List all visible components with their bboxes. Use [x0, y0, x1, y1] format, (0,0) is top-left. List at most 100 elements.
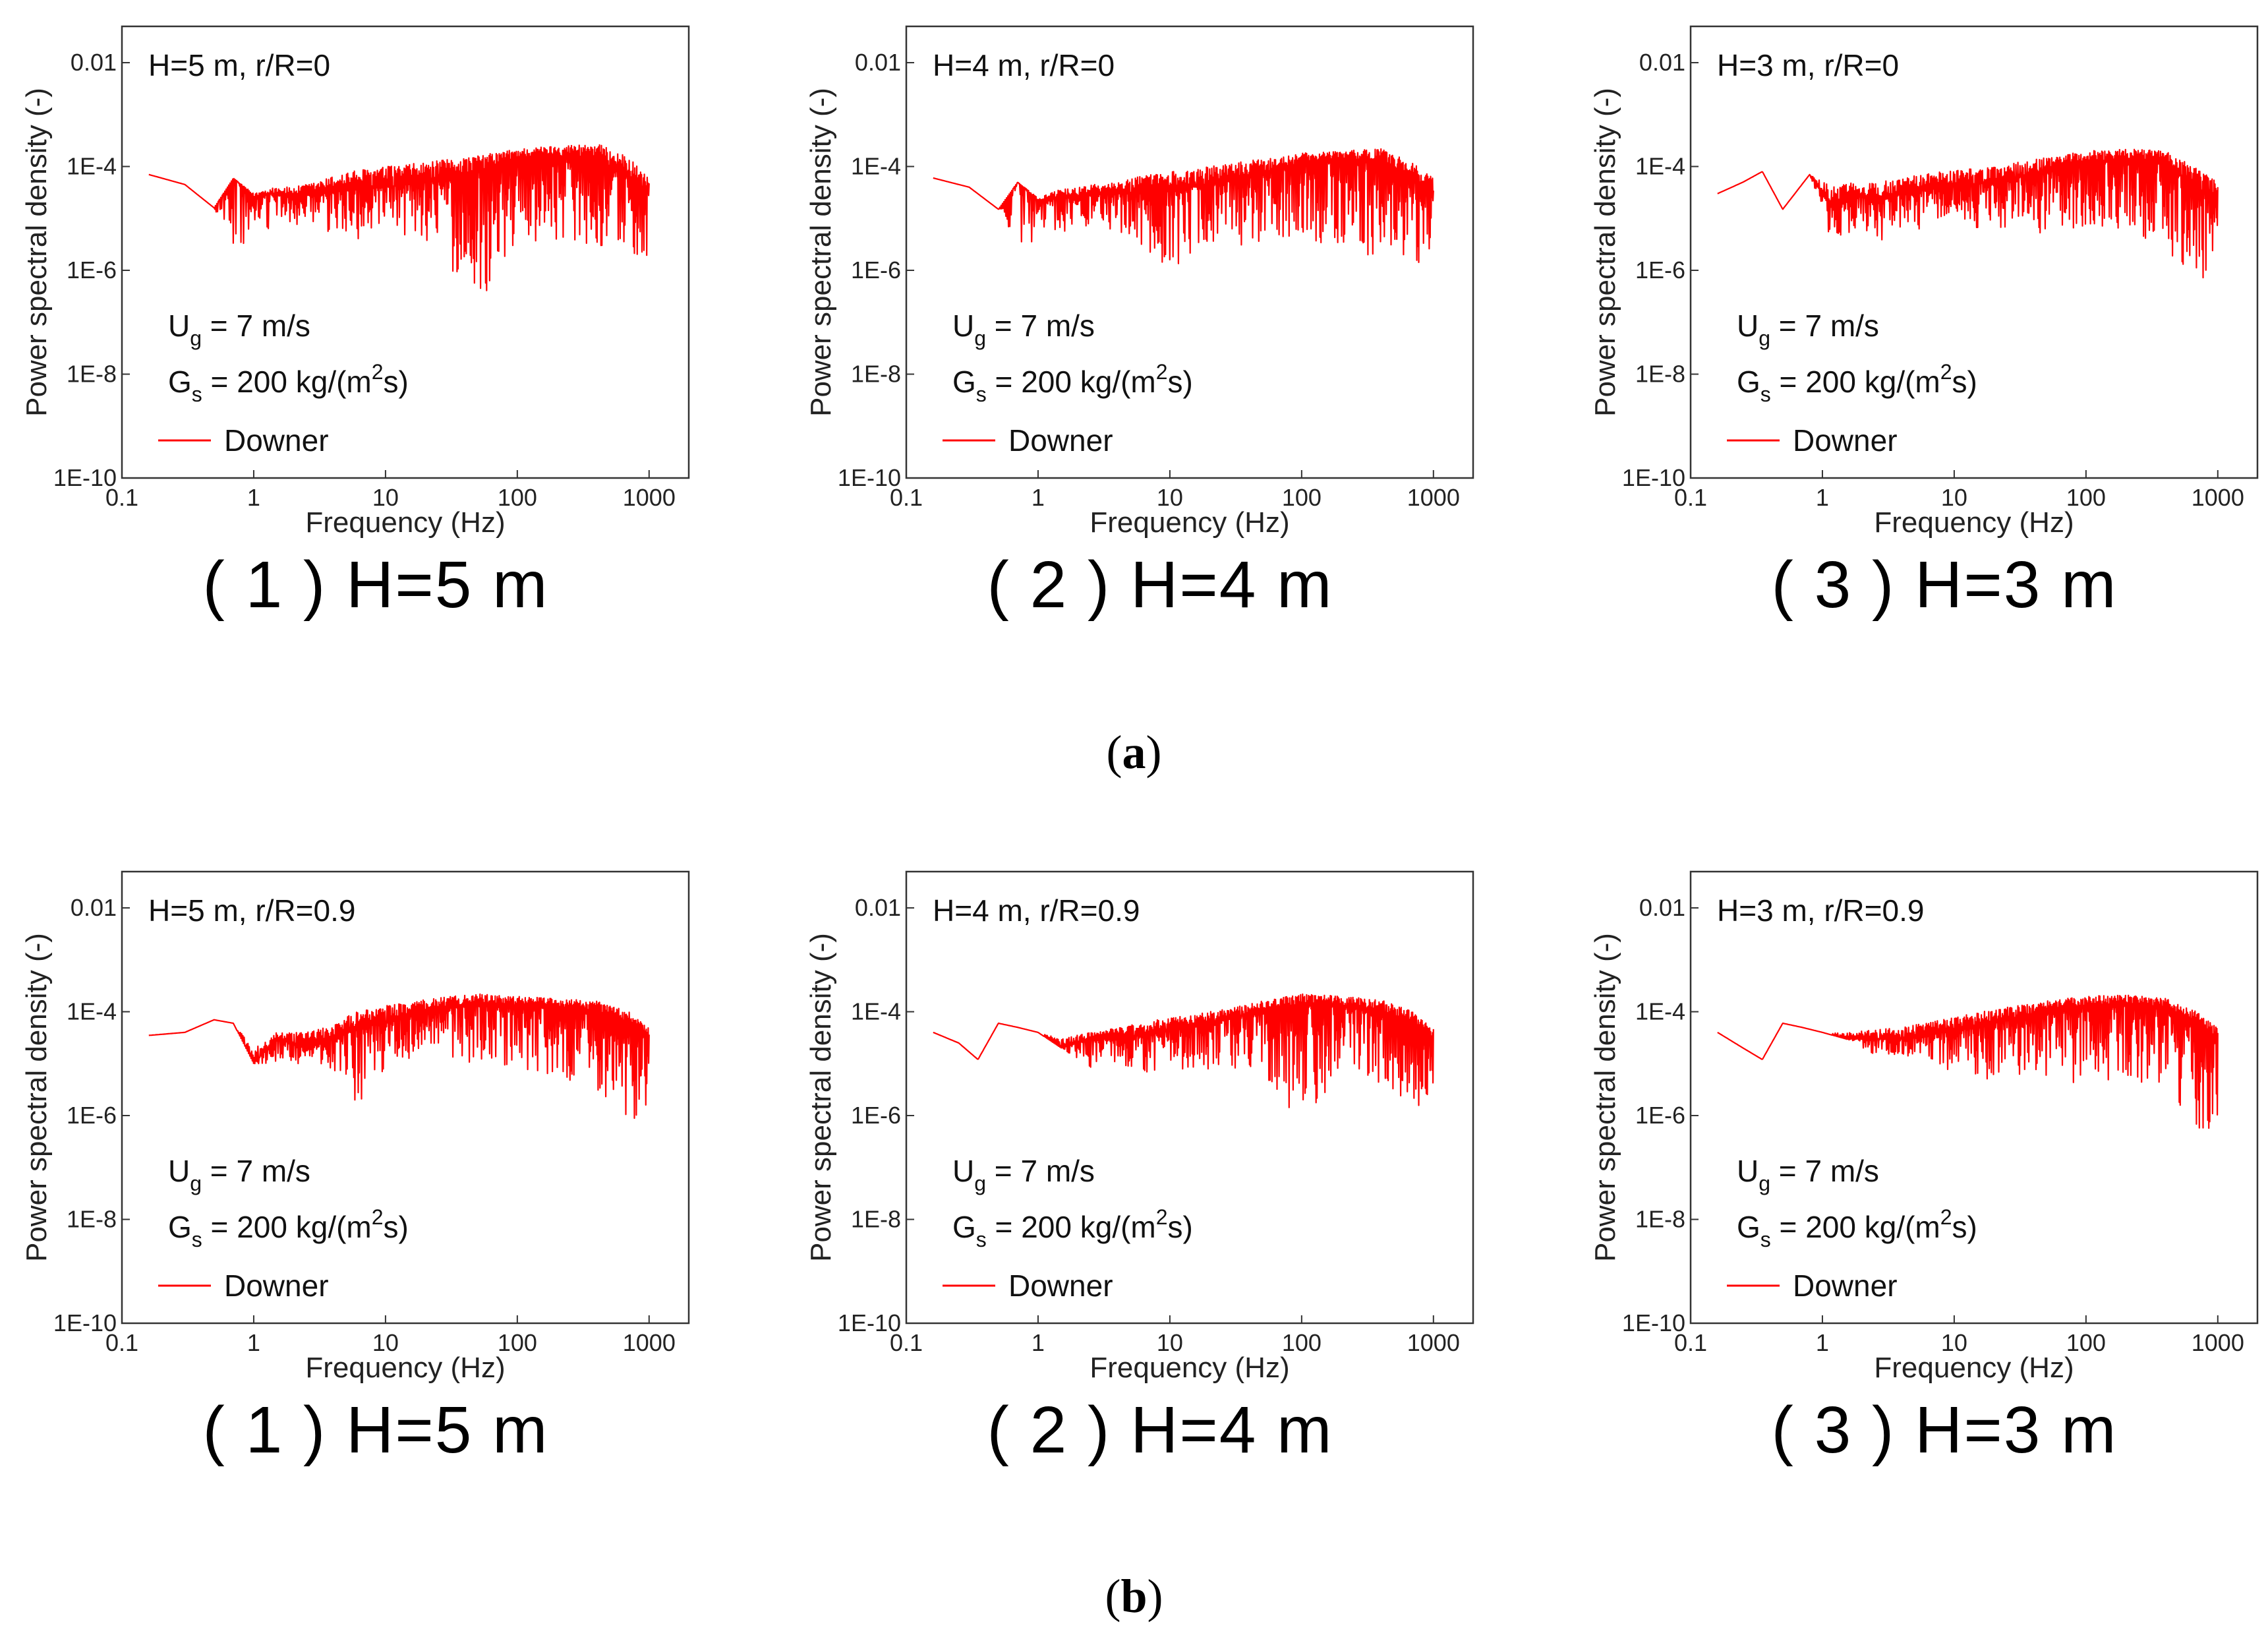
- y-tick-label: 0.01: [855, 894, 901, 921]
- figure-label-b-close: ): [1147, 1570, 1163, 1623]
- x-tick-label: 100: [2066, 1329, 2106, 1356]
- gs-unit: s): [1168, 1210, 1193, 1244]
- x-tick-label: 1000: [1407, 1329, 1460, 1356]
- x-tick-label: 0.1: [890, 484, 923, 511]
- plot-frame: [905, 25, 1474, 479]
- y-tick-label: 1E-10: [1622, 1309, 1685, 1336]
- legend-label: Downer: [1008, 1269, 1113, 1303]
- panel-title: H=5 m, r/R=0.9: [148, 893, 355, 928]
- plot-frame: [905, 870, 1474, 1325]
- gs-subscript: s: [1760, 382, 1771, 406]
- y-tick-label: 1E-6: [1635, 1102, 1685, 1129]
- panel-title: H=3 m, r/R=0: [1717, 48, 1899, 82]
- x-axis-label: Frequency (Hz): [1874, 506, 2074, 539]
- psd-series-downer: [148, 993, 650, 1120]
- y-axis-label: Power spectral density (-): [805, 88, 837, 417]
- gs-symbol: G: [952, 365, 976, 399]
- ug-subscript: g: [974, 1172, 986, 1195]
- figure-label-a-letter: a: [1122, 726, 1146, 779]
- legend-label: Downer: [1793, 1269, 1898, 1303]
- ug-value: = 7 m/s: [202, 309, 310, 343]
- ug-subscript: g: [1759, 1172, 1770, 1195]
- subcaption-a2: ( 2 ) H=4 m: [987, 548, 1333, 622]
- y-tick-label: 1E-10: [838, 1309, 901, 1336]
- y-axis-label: Power spectral density (-): [805, 933, 837, 1262]
- ug-label: Ug = 7 m/s: [168, 309, 310, 350]
- ug-subscript: g: [190, 326, 202, 350]
- figure-label-b: (b): [0, 1569, 2268, 1624]
- gs-symbol: G: [168, 365, 192, 399]
- x-tick-label: 0.1: [105, 1329, 138, 1356]
- ug-label: Ug = 7 m/s: [1737, 309, 1879, 350]
- gs-value: = 200 kg/(m: [202, 365, 372, 399]
- x-tick-label: 1: [1032, 484, 1045, 511]
- gs-superscript: 2: [1940, 1205, 1952, 1229]
- subcaption-b1: ( 1 ) H=5 m: [202, 1393, 549, 1467]
- gs-symbol: G: [1737, 365, 1760, 399]
- gs-label: Gs = 200 kg/(m2s): [1737, 1205, 1977, 1251]
- y-axis-label: Power spectral density (-): [1589, 88, 1621, 417]
- subcaption-a1: ( 1 ) H=5 m: [202, 548, 549, 622]
- x-axis-label: Frequency (Hz): [1874, 1352, 2074, 1384]
- ug-subscript: g: [974, 326, 986, 350]
- ug-label: Ug = 7 m/s: [168, 1154, 310, 1195]
- y-tick-label: 1E-6: [851, 1102, 901, 1129]
- y-tick-label: 1E-8: [67, 1206, 117, 1233]
- ug-label: Ug = 7 m/s: [952, 1154, 1095, 1195]
- chart-panel-b2: 1E-10 1E-8 1E-6 1E-4 0.01 0.1 1 10 100 1000 Freque…: [804, 865, 1516, 1467]
- figure-label-a-open: (: [1106, 726, 1122, 779]
- ug-value: = 7 m/s: [1770, 1154, 1879, 1188]
- psd-chart-a3: 1E-10 1E-8 1E-6 1E-4 0.01 0.1 1 10 100 1000 Freque…: [1589, 25, 2259, 539]
- ug-value: = 7 m/s: [1770, 309, 1879, 343]
- psd-series-downer: [1717, 148, 2219, 279]
- legend-label: Downer: [1008, 423, 1113, 458]
- figure-label-a: (a): [0, 725, 2268, 780]
- y-tick-label: 1E-4: [851, 153, 901, 180]
- chart-panel-a3: 1E-10 1E-8 1E-6 1E-4 0.01 0.1 1 10 100 1000 Freque…: [1588, 20, 2268, 622]
- ug-symbol: U: [952, 1154, 974, 1188]
- psd-series-downer: [1717, 994, 2219, 1129]
- x-tick-label: 1000: [623, 484, 676, 511]
- x-tick-label: 100: [1282, 1329, 1322, 1356]
- legend-label: Downer: [224, 1269, 329, 1303]
- x-axis-label: Frequency (Hz): [305, 1352, 505, 1384]
- y-tick-label: 0.01: [1639, 894, 1685, 921]
- y-tick-label: 1E-4: [67, 998, 117, 1025]
- y-tick-label: 1E-8: [1635, 1206, 1685, 1233]
- legend-label: Downer: [1793, 423, 1898, 458]
- subcaption-b3: ( 3 ) H=3 m: [1771, 1393, 2118, 1467]
- gs-superscript: 2: [372, 360, 384, 384]
- x-tick-label: 0.1: [105, 484, 138, 511]
- gs-superscript: 2: [372, 1205, 384, 1229]
- x-tick-label: 100: [1282, 484, 1322, 511]
- y-tick-label: 1E-10: [53, 464, 117, 491]
- y-tick-label: 1E-4: [851, 998, 901, 1025]
- gs-unit: s): [384, 1210, 409, 1244]
- plot-frame: [121, 25, 690, 479]
- gs-symbol: G: [1737, 1210, 1760, 1244]
- gs-unit: s): [384, 365, 409, 399]
- gs-subscript: s: [192, 1228, 202, 1251]
- panel-title: H=3 m, r/R=0.9: [1717, 893, 1924, 928]
- psd-series-downer: [933, 993, 1434, 1108]
- chart-panel-a2: 1E-10 1E-8 1E-6 1E-4 0.01 0.1 1 10 100 1000 Freque…: [804, 20, 1516, 622]
- gs-subscript: s: [976, 382, 987, 406]
- x-tick-label: 1000: [1407, 484, 1460, 511]
- subcaption-a3: ( 3 ) H=3 m: [1771, 548, 2118, 622]
- y-tick-label: 1E-6: [1635, 256, 1685, 284]
- y-tick-label: 0.01: [71, 49, 117, 76]
- y-axis-label: Power spectral density (-): [20, 88, 53, 417]
- chart-panel-b3: 1E-10 1E-8 1E-6 1E-4 0.01 0.1 1 10 100 1000 Freque…: [1588, 865, 2268, 1467]
- ug-symbol: U: [1737, 1154, 1759, 1188]
- x-tick-label: 1000: [623, 1329, 676, 1356]
- x-tick-label: 100: [498, 484, 537, 511]
- gs-label: Gs = 200 kg/(m2s): [168, 1205, 409, 1251]
- ug-subscript: g: [1759, 326, 1770, 350]
- x-tick-label: 0.1: [1674, 484, 1707, 511]
- ug-value: = 7 m/s: [202, 1154, 310, 1188]
- y-tick-label: 1E-8: [67, 361, 117, 388]
- ug-value: = 7 m/s: [986, 1154, 1095, 1188]
- gs-label: Gs = 200 kg/(m2s): [952, 360, 1193, 406]
- x-tick-label: 10: [1157, 484, 1183, 511]
- legend-label: Downer: [224, 423, 329, 458]
